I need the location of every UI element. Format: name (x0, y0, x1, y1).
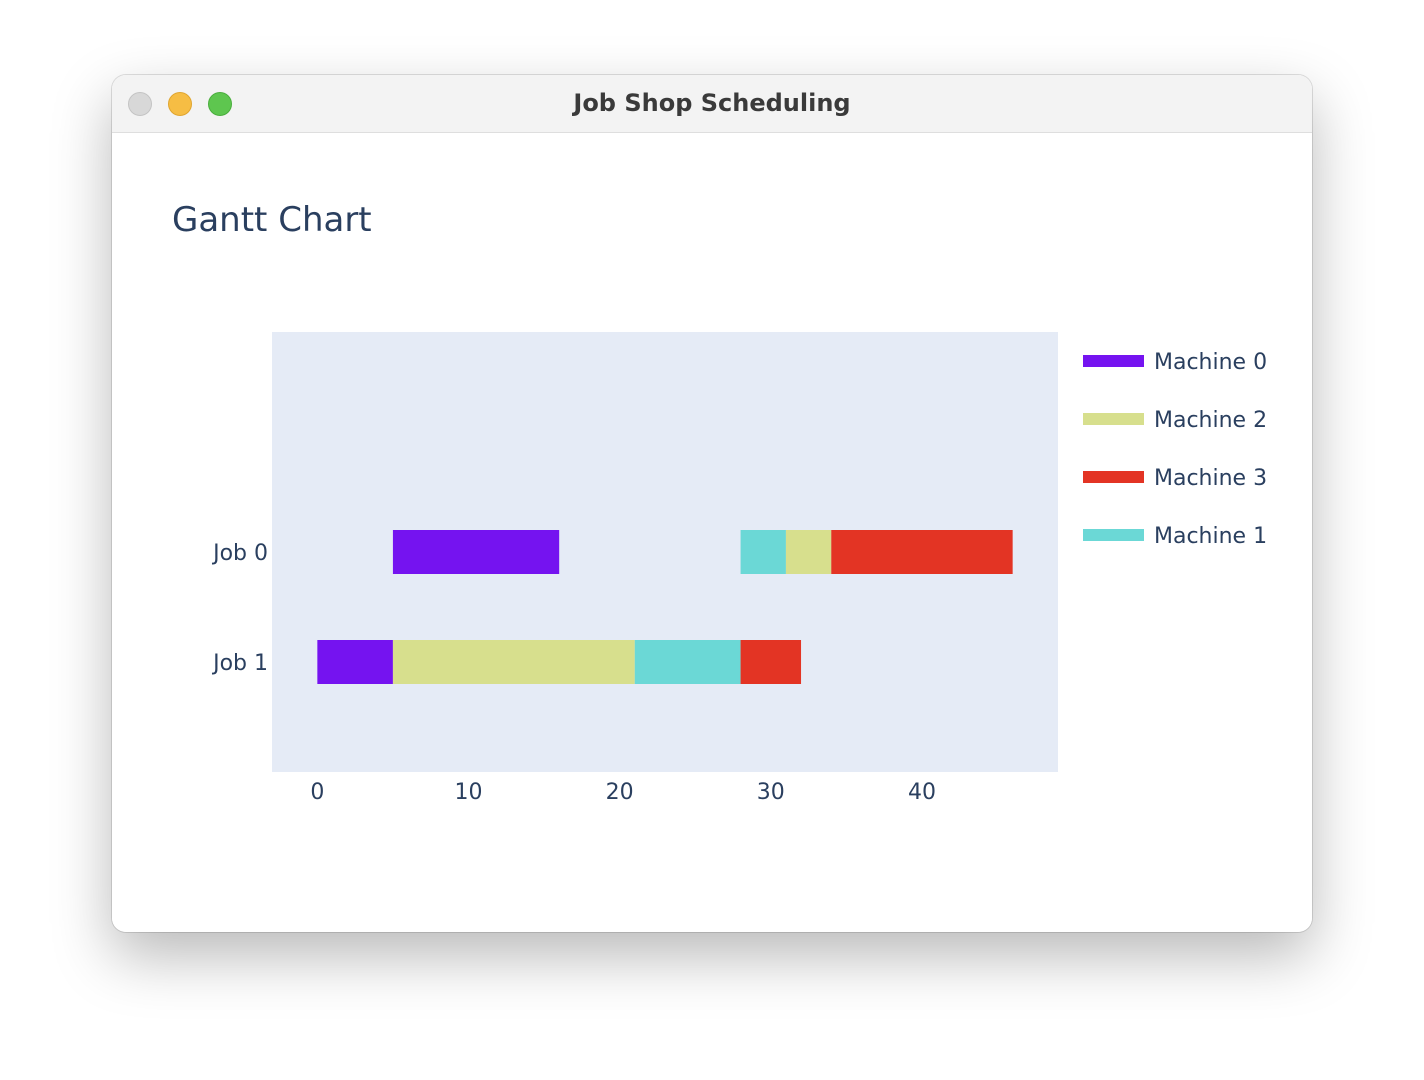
gantt-bar-job-1-machine-3[interactable] (740, 640, 802, 684)
y-axis: Job 0 Job 1 (211, 541, 268, 676)
legend: Machine 0 Machine 2 Machine 3 Machine 1 (1083, 350, 1267, 549)
x-tick-label: 20 (606, 780, 634, 805)
legend-item[interactable]: Machine 1 (1083, 524, 1267, 549)
minimize-button[interactable] (168, 92, 192, 116)
gantt-bar-job-0-machine-2[interactable] (785, 530, 832, 574)
close-button[interactable] (128, 92, 152, 116)
legend-label: Machine 2 (1154, 408, 1267, 433)
legend-swatch (1083, 471, 1144, 483)
chart-area: Gantt Chart Job 0 Job 1 0 10 20 30 40 Machine… (112, 133, 1312, 932)
chart-title: Gantt Chart (172, 200, 372, 240)
y-tick-label: Job 0 (211, 541, 268, 566)
gantt-bar-job-1-machine-0[interactable] (317, 640, 393, 684)
gantt-bar-job-1-machine-1[interactable] (634, 640, 741, 684)
x-tick-label: 30 (757, 780, 785, 805)
legend-item[interactable]: Machine 3 (1083, 466, 1267, 491)
gantt-bar-job-0-machine-1[interactable] (740, 530, 786, 574)
x-tick-label: 10 (455, 780, 483, 805)
legend-item[interactable]: Machine 2 (1083, 408, 1267, 433)
legend-swatch (1083, 529, 1144, 541)
x-axis: 0 10 20 30 40 (310, 780, 936, 805)
legend-label: Machine 0 (1154, 350, 1267, 375)
gantt-bar-job-0-machine-3[interactable] (831, 530, 1013, 574)
x-tick-label: 0 (310, 780, 324, 805)
y-tick-label: Job 1 (211, 651, 268, 676)
legend-label: Machine 1 (1154, 524, 1267, 549)
title-bar: Job Shop Scheduling (112, 75, 1312, 133)
gantt-bar-job-0-machine-0[interactable] (392, 530, 560, 574)
window-title: Job Shop Scheduling (573, 89, 851, 117)
legend-swatch (1083, 413, 1144, 425)
legend-swatch (1083, 355, 1144, 367)
zoom-button[interactable] (208, 92, 232, 116)
app-window: Job Shop Scheduling Gantt Chart Job 0 Job… (112, 75, 1312, 932)
legend-item[interactable]: Machine 0 (1083, 350, 1267, 375)
gantt-chart: Gantt Chart Job 0 Job 1 0 10 20 30 40 Machine… (172, 200, 1267, 805)
legend-label: Machine 3 (1154, 466, 1267, 491)
gantt-bar-job-1-machine-2[interactable] (392, 640, 635, 684)
bars-layer (317, 530, 1013, 684)
x-tick-label: 40 (908, 780, 936, 805)
